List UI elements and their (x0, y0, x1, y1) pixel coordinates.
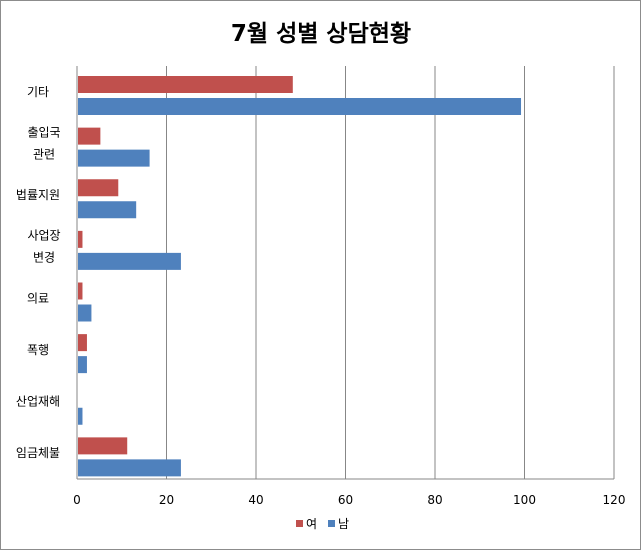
bar-female (78, 230, 83, 248)
legend-label: 여 (306, 517, 317, 531)
bar-female (78, 179, 119, 197)
chart-title: 7월 성별 상담현황 (231, 21, 411, 47)
bar-female (78, 437, 128, 455)
bar-female (78, 282, 83, 300)
bar-female (78, 76, 293, 93)
x-tick-labels: 0 20 40 60 80 100 120 (73, 493, 625, 507)
axes (76, 66, 614, 480)
x-tick-label: 80 (427, 493, 442, 507)
category-label: 산업재해 (16, 395, 60, 409)
bar-male (78, 407, 83, 425)
bar-female (78, 127, 101, 145)
category-label: 의료 (27, 291, 49, 305)
x-tick-label: 0 (73, 493, 81, 507)
legend-label: 남 (338, 517, 349, 531)
x-tick-label: 40 (248, 493, 263, 507)
bar-male (78, 149, 150, 167)
bar-female (78, 334, 87, 352)
bar-male (78, 252, 181, 270)
x-tick-label: 120 (603, 493, 626, 507)
bar-male (78, 98, 522, 115)
legend-swatch (296, 520, 303, 527)
legend-swatch (328, 520, 335, 527)
gridlines (166, 66, 615, 479)
x-tick-label: 20 (159, 493, 174, 507)
bar-male (78, 459, 181, 477)
category-label: 기타 (27, 85, 49, 99)
bar-male (78, 304, 92, 322)
category-label: 관련 (33, 147, 55, 161)
category-label: 출입국 (27, 125, 60, 139)
bar-male (78, 356, 87, 374)
category-label: 사업장 (27, 229, 60, 243)
category-label: 폭행 (27, 342, 49, 357)
bar-male (78, 201, 137, 219)
x-tick-label: 60 (338, 493, 353, 507)
category-label: 법률지원 (16, 188, 60, 202)
x-tick-label: 100 (513, 493, 536, 507)
category-label: 변경 (33, 251, 55, 265)
category-label: 임금체불 (16, 446, 60, 460)
bars (78, 76, 522, 477)
